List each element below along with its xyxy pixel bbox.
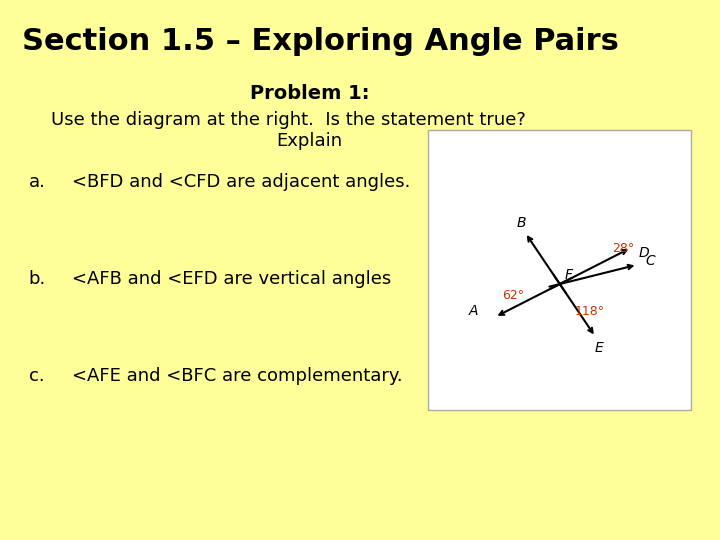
Text: B: B: [517, 216, 526, 230]
Text: C: C: [645, 254, 655, 268]
Text: Problem 1:: Problem 1:: [250, 84, 369, 103]
Text: 28°: 28°: [612, 241, 634, 255]
Bar: [428, 130, 691, 410]
Text: F: F: [564, 268, 572, 282]
Text: b.: b.: [29, 270, 46, 288]
Text: c.: c.: [29, 367, 45, 385]
Text: D: D: [639, 246, 649, 260]
Text: 118°: 118°: [575, 305, 604, 319]
Text: <AFE and <BFC are complementary.: <AFE and <BFC are complementary.: [72, 367, 402, 385]
Text: Use the diagram at the right.  Is the statement true?: Use the diagram at the right. Is the sta…: [50, 111, 526, 129]
Text: <BFD and <CFD are adjacent angles.: <BFD and <CFD are adjacent angles.: [72, 173, 410, 191]
Text: A: A: [469, 303, 478, 318]
Text: a.: a.: [29, 173, 45, 191]
Text: Section 1.5 – Exploring Angle Pairs: Section 1.5 – Exploring Angle Pairs: [22, 27, 618, 56]
Text: 62°: 62°: [503, 289, 524, 302]
Text: <AFB and <EFD are vertical angles: <AFB and <EFD are vertical angles: [72, 270, 391, 288]
Text: E: E: [595, 341, 603, 355]
Text: Explain: Explain: [276, 132, 343, 150]
